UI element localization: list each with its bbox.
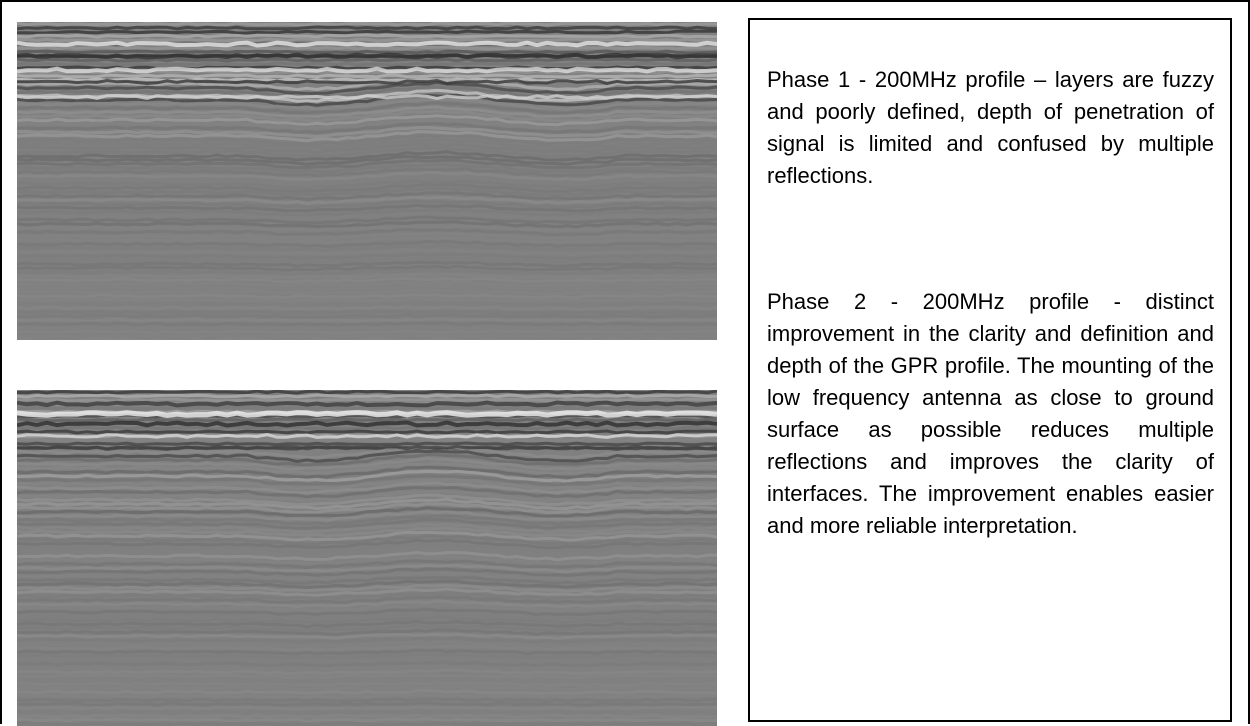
reflection-band [17, 707, 717, 709]
reflection-band [17, 319, 717, 321]
reflection-band [17, 679, 717, 682]
reflection-band [17, 711, 717, 713]
reflection-band [17, 23, 717, 25]
reflection-band [17, 27, 717, 29]
reflection-band [17, 399, 717, 401]
reflection-band [17, 331, 717, 333]
page: Phase 1 - 200MHz profile – layers are fu… [0, 0, 1250, 724]
caption-box: Phase 1 - 200MHz profile – layers are fu… [748, 18, 1232, 722]
reflection-band [17, 427, 717, 429]
reflection-band [17, 715, 717, 717]
reflection-band [17, 439, 717, 441]
reflection-band [17, 323, 717, 325]
reflection-band [17, 395, 717, 397]
caption-phase-2: Phase 2 - 200MHz profile - distinct impr… [767, 286, 1214, 542]
reflection-band [17, 723, 717, 725]
reflection-band [17, 391, 717, 393]
reflection-band [17, 335, 717, 337]
reflection-band [17, 307, 717, 310]
strong-reflector [17, 69, 717, 72]
strong-reflector [17, 413, 717, 416]
reflection-band [17, 311, 717, 314]
radargram-phase-2 [17, 390, 717, 726]
caption-phase-1: Phase 1 - 200MHz profile – layers are fu… [767, 64, 1214, 192]
reflection-band [17, 315, 717, 318]
strong-reflector [17, 55, 717, 58]
reflection-band [17, 63, 717, 65]
reflection-band [17, 719, 717, 721]
reflection-band [17, 443, 717, 445]
radargram-phase-1 [17, 22, 717, 340]
reflection-band [17, 290, 717, 293]
reflection-band [17, 31, 717, 33]
reflection-band [17, 295, 717, 298]
reflection-band [17, 39, 717, 41]
reflection-band [17, 75, 717, 77]
reflection-band [17, 327, 717, 329]
strong-reflector [17, 43, 717, 46]
reflection-band [17, 339, 717, 340]
reflection-band [17, 47, 717, 49]
reflection-band [17, 691, 717, 694]
reflection-band [17, 419, 717, 421]
reflection-band [17, 431, 717, 433]
